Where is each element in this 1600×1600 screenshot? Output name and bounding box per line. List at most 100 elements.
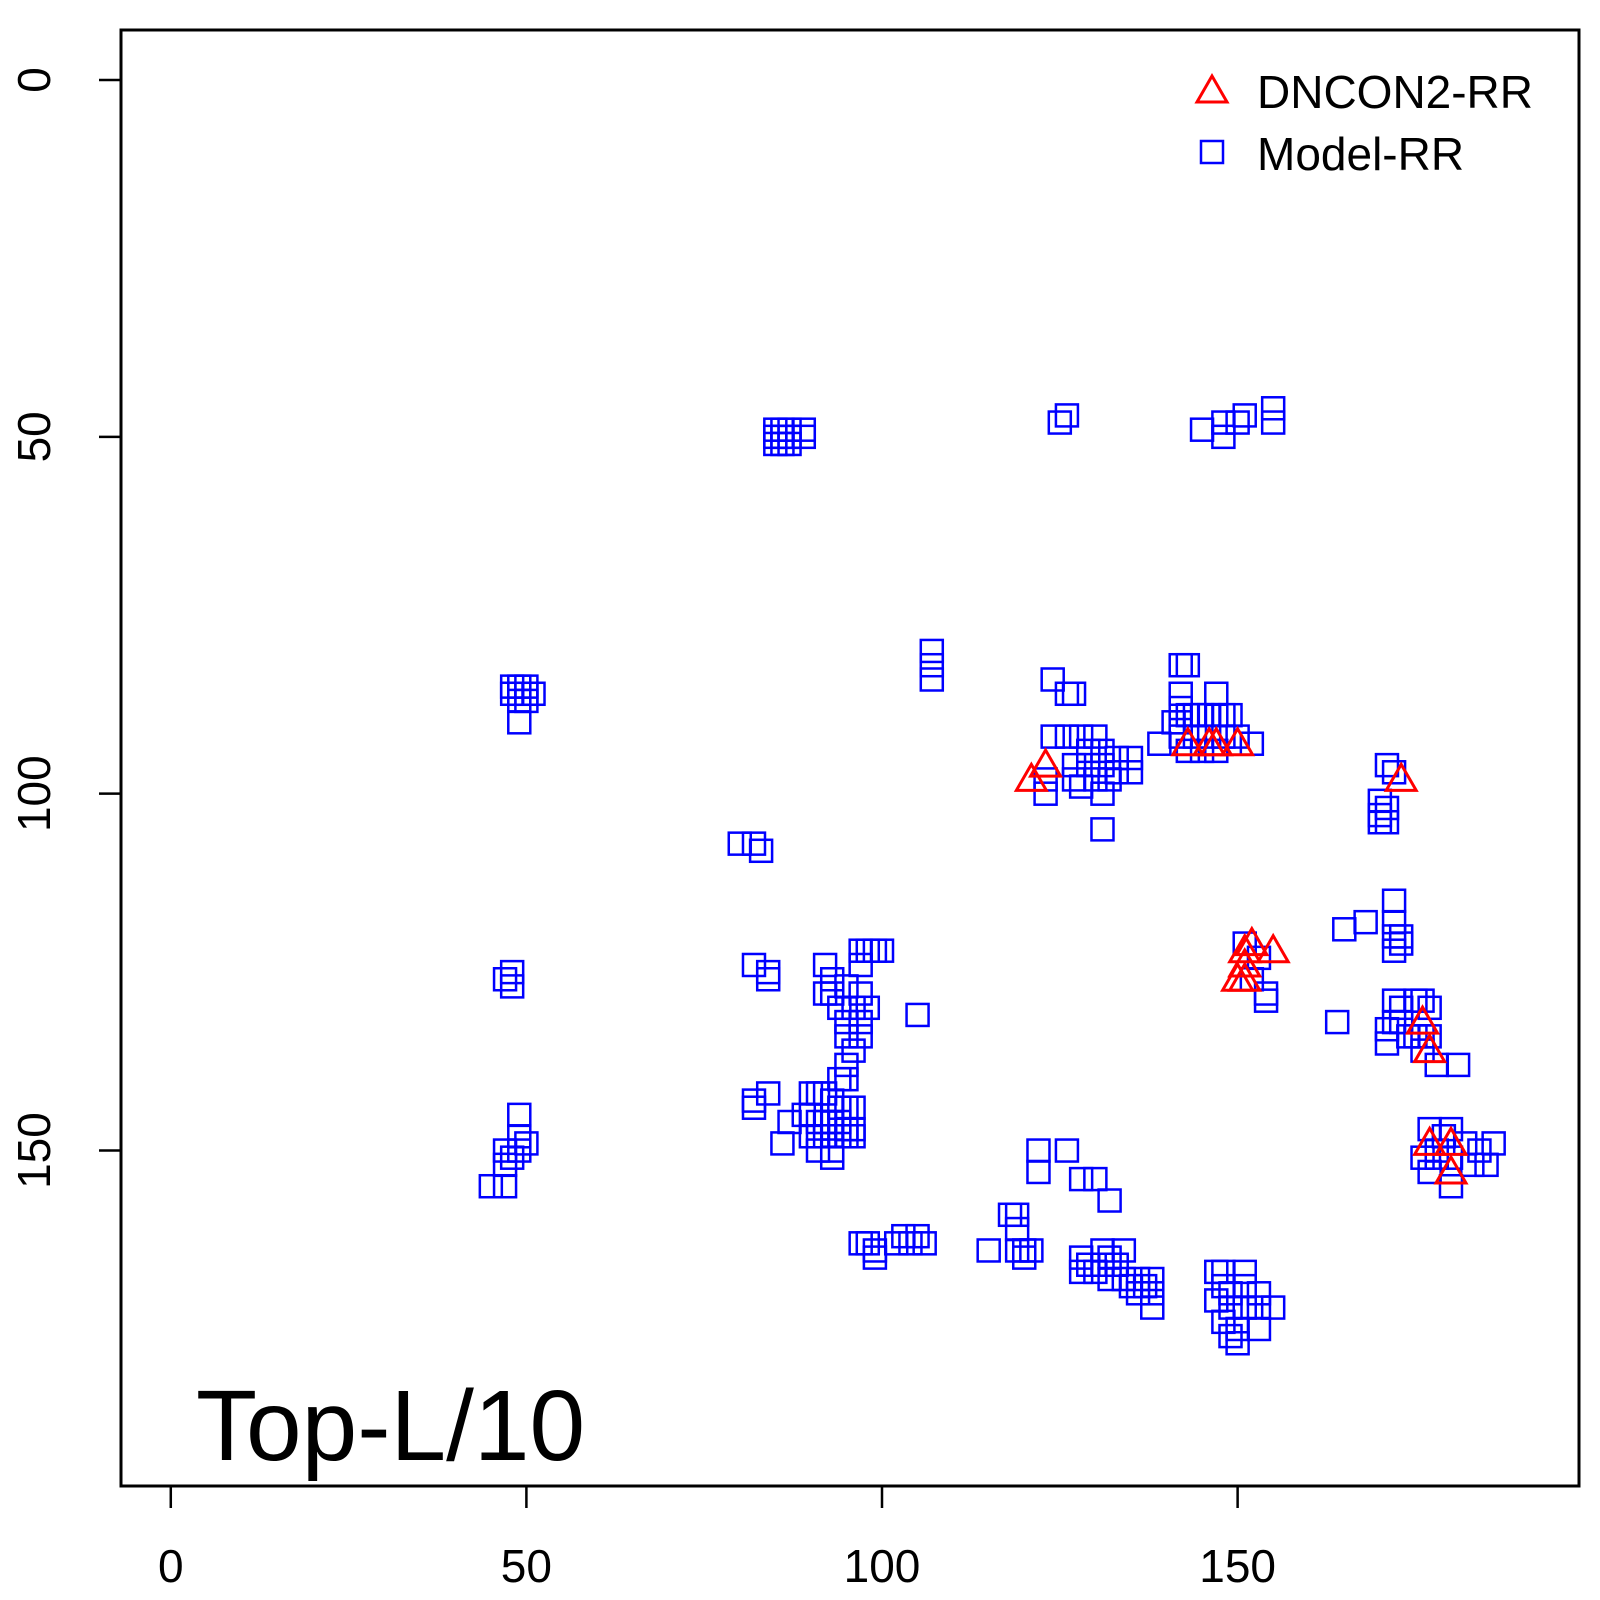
data-point-model-rr xyxy=(1076,738,1101,764)
data-point-dncon2-rr xyxy=(1170,725,1206,757)
data-point-model-rr xyxy=(748,838,774,864)
data-point-model-rr xyxy=(492,1173,518,1199)
data-point-model-rr xyxy=(1175,738,1201,764)
data-point-model-rr xyxy=(919,652,945,678)
panel-label: Top-L/10 xyxy=(196,1370,585,1482)
x-axis: 0 50 100 150 xyxy=(158,1484,1276,1592)
data-point-model-rr xyxy=(1388,931,1414,956)
data-point-model-rr xyxy=(1211,1309,1236,1335)
data-point-model-rr xyxy=(841,995,866,1021)
data-point-dncon2-rr xyxy=(1198,725,1234,757)
data-point-model-rr xyxy=(819,1145,845,1170)
legend-label-model-rr: Model-RR xyxy=(1257,128,1464,180)
series-dncon2-rr xyxy=(1013,725,1469,1185)
data-point-model-rr xyxy=(1260,396,1286,421)
data-point-dncon2-rr xyxy=(1227,961,1263,992)
x-tick-label: 50 xyxy=(501,1540,552,1592)
x-tick-label: 0 xyxy=(158,1540,184,1592)
data-point-model-rr xyxy=(848,981,873,1006)
data-point-model-rr xyxy=(1225,1331,1250,1356)
data-point-model-rr xyxy=(1011,1245,1037,1270)
legend-symbol-dncon2-rr xyxy=(1194,72,1230,104)
data-point-model-rr xyxy=(1090,817,1115,842)
data-point-model-rr xyxy=(1076,1252,1101,1277)
data-point-model-rr xyxy=(805,1138,831,1163)
data-point-model-rr xyxy=(869,938,895,963)
data-point-model-rr xyxy=(1033,781,1058,806)
data-point-model-rr xyxy=(919,638,945,664)
data-point-model-rr xyxy=(1438,1116,1464,1142)
data-point-model-rr xyxy=(1374,795,1400,821)
data-point-model-rr xyxy=(1047,410,1073,435)
data-point-model-rr xyxy=(1175,652,1201,678)
data-point-model-rr xyxy=(1381,938,1407,963)
data-point-model-rr xyxy=(1147,731,1172,756)
data-point-model-rr xyxy=(1474,1152,1499,1178)
data-point-model-rr xyxy=(848,952,873,978)
data-point-model-rr xyxy=(848,1231,873,1256)
y-tick-label: 50 xyxy=(8,411,60,462)
data-point-model-rr xyxy=(741,952,767,978)
data-point-model-rr xyxy=(507,1138,532,1163)
data-point-model-rr xyxy=(1246,1316,1272,1342)
data-point-model-rr xyxy=(834,1066,859,1092)
data-point-model-rr xyxy=(841,1038,866,1063)
data-point-model-rr xyxy=(1054,403,1080,428)
data-point-model-rr xyxy=(1083,767,1108,792)
x-tick-label: 100 xyxy=(844,1540,921,1592)
data-point-model-rr xyxy=(1218,1323,1243,1349)
data-point-model-rr xyxy=(1083,1166,1108,1192)
data-point-model-rr xyxy=(1083,724,1108,749)
data-point-model-rr xyxy=(1460,1152,1485,1178)
data-point-dncon2-rr xyxy=(1412,1125,1448,1156)
data-point-dncon2-rr xyxy=(1433,1153,1469,1185)
data-point-model-rr xyxy=(912,1231,937,1256)
y-tick-label: 100 xyxy=(8,755,60,832)
data-point-model-rr xyxy=(1324,1009,1350,1035)
data-point-model-rr xyxy=(1083,1259,1108,1285)
data-point-model-rr xyxy=(898,1231,923,1256)
data-point-model-rr xyxy=(1004,1202,1030,1228)
legend: DNCON2-RR Model-RR xyxy=(1194,66,1533,180)
data-point-model-rr xyxy=(1140,1295,1165,1320)
data-point-model-rr xyxy=(741,831,767,856)
x-tick-label: 150 xyxy=(1199,1540,1276,1592)
data-point-model-rr xyxy=(1090,752,1115,778)
data-point-model-rr xyxy=(1467,1138,1492,1163)
data-point-dncon2-rr xyxy=(1027,747,1064,778)
data-point-model-rr xyxy=(1140,1266,1165,1292)
data-point-model-rr xyxy=(1332,917,1357,942)
data-point-model-rr xyxy=(1424,1145,1450,1170)
data-point-dncon2-rr xyxy=(1383,761,1419,792)
data-point-model-rr xyxy=(1410,1145,1435,1170)
data-point-model-rr xyxy=(855,995,881,1021)
data-point-model-rr xyxy=(1410,988,1435,1013)
data-point-model-rr xyxy=(478,1173,504,1199)
data-point-dncon2-rr xyxy=(1255,932,1291,964)
data-point-model-rr xyxy=(1026,1159,1051,1185)
legend-triangle-icon xyxy=(1194,72,1230,104)
data-point-model-rr xyxy=(1367,802,1393,828)
data-point-model-rr xyxy=(777,431,802,457)
data-point-model-rr xyxy=(1054,724,1080,749)
data-point-model-rr xyxy=(1068,1259,1094,1285)
data-point-model-rr xyxy=(1438,1173,1464,1199)
data-point-model-rr xyxy=(1260,410,1286,435)
series-model-rr xyxy=(478,396,1506,1356)
data-point-model-rr xyxy=(1260,1295,1286,1320)
data-point-model-rr xyxy=(1225,410,1250,435)
data-point-model-rr xyxy=(791,424,817,450)
y-axis: 0 50 100 150 xyxy=(8,67,123,1189)
data-point-model-rr xyxy=(862,1245,888,1270)
data-point-model-rr xyxy=(834,1009,859,1035)
data-point-model-rr xyxy=(848,1009,873,1035)
data-point-model-rr xyxy=(905,1002,930,1028)
data-point-model-rr xyxy=(499,974,525,999)
data-point-model-rr xyxy=(827,995,852,1021)
data-point-model-rr xyxy=(1445,1052,1471,1078)
data-point-model-rr xyxy=(1068,774,1094,799)
data-point-model-rr xyxy=(1040,724,1065,749)
data-point-model-rr xyxy=(492,967,518,992)
data-point-model-rr xyxy=(741,1095,767,1120)
